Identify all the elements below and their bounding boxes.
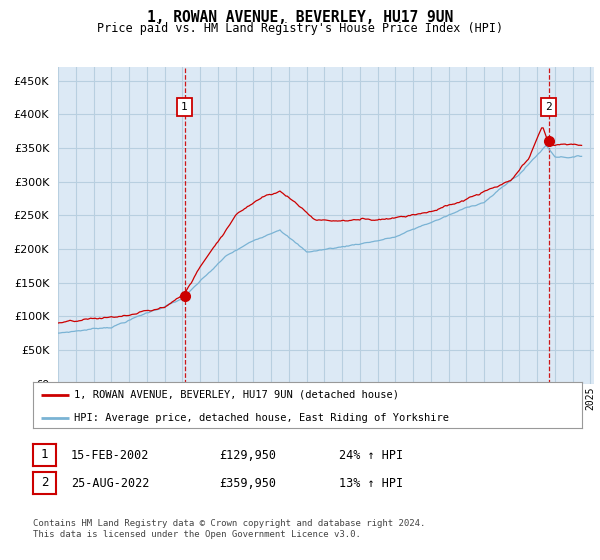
Text: 24% ↑ HPI: 24% ↑ HPI — [339, 449, 403, 462]
Text: 2: 2 — [545, 102, 552, 112]
Text: 13% ↑ HPI: 13% ↑ HPI — [339, 477, 403, 490]
Text: Contains HM Land Registry data © Crown copyright and database right 2024.
This d: Contains HM Land Registry data © Crown c… — [33, 519, 425, 539]
Text: £129,950: £129,950 — [219, 449, 276, 462]
Text: 15-FEB-2002: 15-FEB-2002 — [71, 449, 149, 462]
Text: HPI: Average price, detached house, East Riding of Yorkshire: HPI: Average price, detached house, East… — [74, 413, 449, 423]
Text: 1: 1 — [41, 448, 48, 461]
Text: 1: 1 — [181, 102, 188, 112]
Text: 25-AUG-2022: 25-AUG-2022 — [71, 477, 149, 490]
Text: 1, ROWAN AVENUE, BEVERLEY, HU17 9UN (detached house): 1, ROWAN AVENUE, BEVERLEY, HU17 9UN (det… — [74, 390, 399, 400]
Text: 2: 2 — [41, 476, 48, 489]
Text: 1, ROWAN AVENUE, BEVERLEY, HU17 9UN: 1, ROWAN AVENUE, BEVERLEY, HU17 9UN — [147, 10, 453, 25]
Text: £359,950: £359,950 — [219, 477, 276, 490]
Text: Price paid vs. HM Land Registry's House Price Index (HPI): Price paid vs. HM Land Registry's House … — [97, 22, 503, 35]
